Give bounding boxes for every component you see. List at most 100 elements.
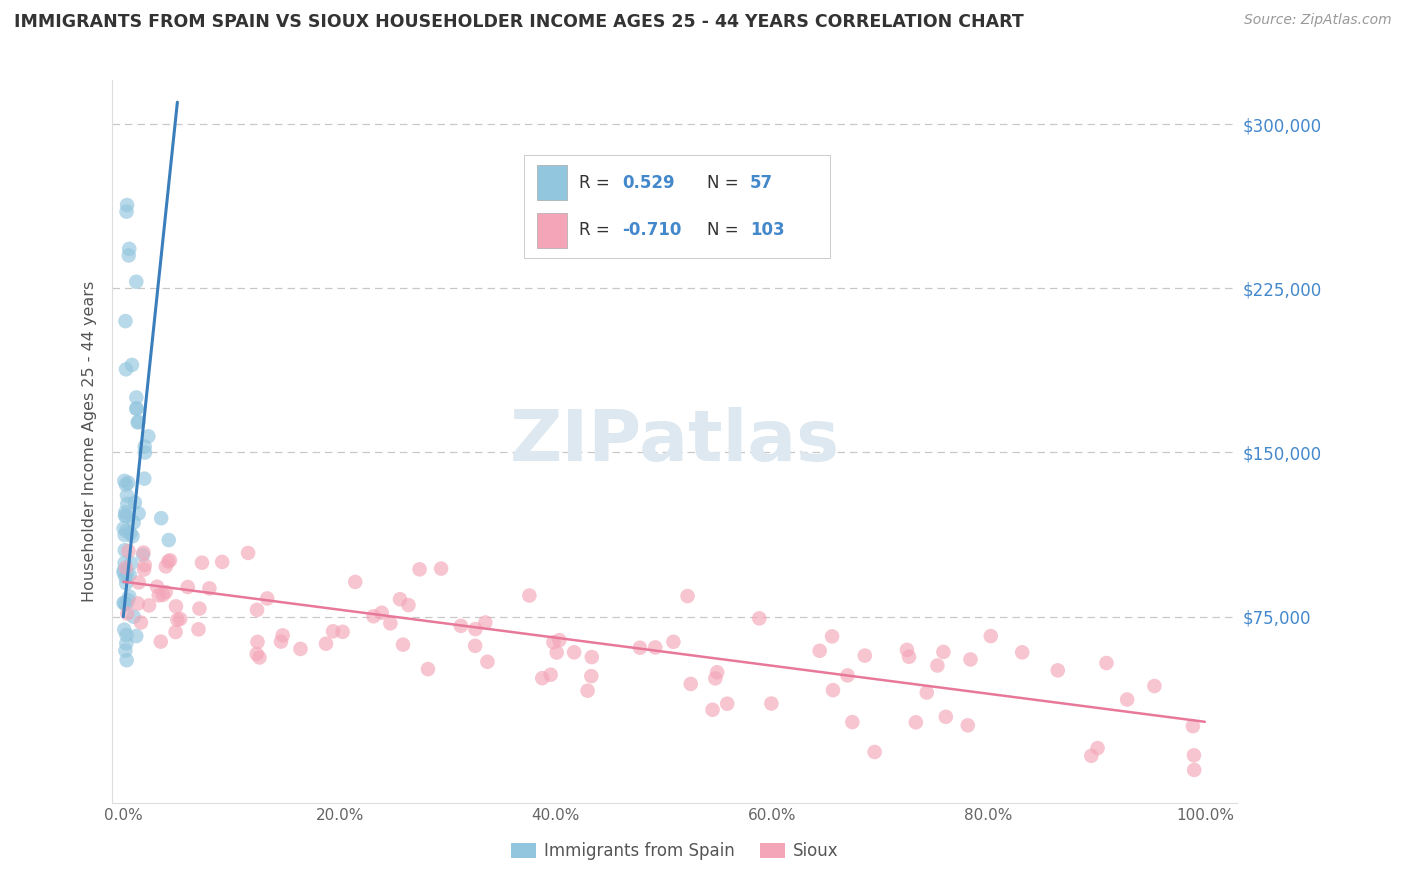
Point (136, 429, 159, 443)
Point (149, 634, 172, 648)
Point (125, 391, 148, 405)
Point (146, 580, 169, 594)
Text: 57: 57 (751, 174, 773, 192)
Point (138, 599, 160, 613)
Text: Source: ZipAtlas.com: Source: ZipAtlas.com (1244, 13, 1392, 28)
Point (249, 650, 271, 665)
Point (704, 671, 727, 685)
Point (246, 635, 269, 649)
Point (959, 652, 981, 666)
Point (935, 710, 957, 724)
Point (169, 612, 191, 626)
Text: ZIPatlas: ZIPatlas (510, 407, 839, 476)
Text: N =: N = (707, 174, 740, 192)
Point (114, 643, 136, 657)
Point (122, 609, 145, 624)
Point (662, 635, 685, 649)
Point (896, 643, 918, 657)
Point (117, 544, 139, 558)
Point (155, 585, 177, 599)
Text: -0.710: -0.710 (621, 221, 682, 239)
Point (904, 715, 927, 730)
Text: 103: 103 (751, 221, 785, 239)
Point (898, 649, 921, 664)
Point (398, 598, 420, 612)
Point (128, 415, 150, 429)
Point (477, 655, 499, 669)
Point (114, 528, 136, 542)
Point (761, 697, 783, 711)
Point (271, 628, 294, 642)
Point (430, 561, 453, 575)
Point (114, 508, 136, 523)
Point (125, 629, 148, 643)
Point (236, 546, 259, 560)
Point (115, 198, 138, 212)
Point (134, 445, 156, 459)
Point (166, 613, 188, 627)
Point (837, 668, 859, 682)
Point (112, 596, 135, 610)
Point (370, 606, 392, 620)
Point (1046, 664, 1069, 678)
Point (1143, 679, 1166, 693)
Point (134, 440, 156, 454)
Point (628, 640, 651, 655)
Point (115, 628, 138, 642)
Point (270, 634, 292, 648)
Y-axis label: Householder Income Ages 25 - 44 years: Householder Income Ages 25 - 44 years (82, 281, 97, 602)
Point (157, 533, 180, 547)
Point (150, 511, 173, 525)
Point (128, 575, 150, 590)
Point (117, 475, 139, 490)
Point (706, 665, 728, 680)
Point (1095, 656, 1118, 670)
Text: IMMIGRANTS FROM SPAIN VS SIOUX HOUSEHOLDER INCOME AGES 25 - 44 YEARS CORRELATION: IMMIGRANTS FROM SPAIN VS SIOUX HOUSEHOLD… (14, 13, 1024, 31)
Point (115, 598, 138, 612)
Point (114, 314, 136, 328)
Point (157, 554, 180, 568)
Point (546, 646, 568, 660)
Point (115, 636, 138, 650)
Point (121, 358, 143, 372)
Point (562, 645, 585, 659)
Point (474, 615, 496, 630)
Point (165, 625, 187, 640)
Point (115, 653, 138, 667)
Point (129, 615, 152, 630)
Point (128, 507, 150, 521)
Point (408, 562, 430, 576)
Point (134, 472, 156, 486)
Point (112, 566, 135, 580)
Point (125, 401, 148, 416)
Point (117, 607, 139, 621)
Point (808, 644, 831, 658)
Point (581, 669, 603, 683)
Point (716, 697, 738, 711)
Point (155, 559, 177, 574)
Point (821, 683, 844, 698)
Point (519, 589, 541, 603)
Point (132, 562, 155, 576)
Point (748, 611, 770, 625)
Point (290, 641, 312, 656)
Point (125, 275, 148, 289)
Point (380, 616, 402, 631)
Point (152, 588, 174, 602)
Point (118, 242, 141, 256)
Point (676, 589, 699, 603)
Point (117, 593, 139, 607)
Point (114, 543, 136, 558)
Point (344, 574, 367, 589)
Legend: Immigrants from Spain, Sioux: Immigrants from Spain, Sioux (505, 836, 845, 867)
Point (124, 495, 146, 509)
Point (187, 623, 209, 637)
Point (122, 516, 145, 530)
Point (115, 362, 138, 376)
Point (115, 477, 138, 491)
Point (363, 609, 385, 624)
Point (540, 667, 562, 681)
Point (121, 529, 143, 543)
Point (315, 637, 337, 651)
Point (125, 401, 148, 416)
